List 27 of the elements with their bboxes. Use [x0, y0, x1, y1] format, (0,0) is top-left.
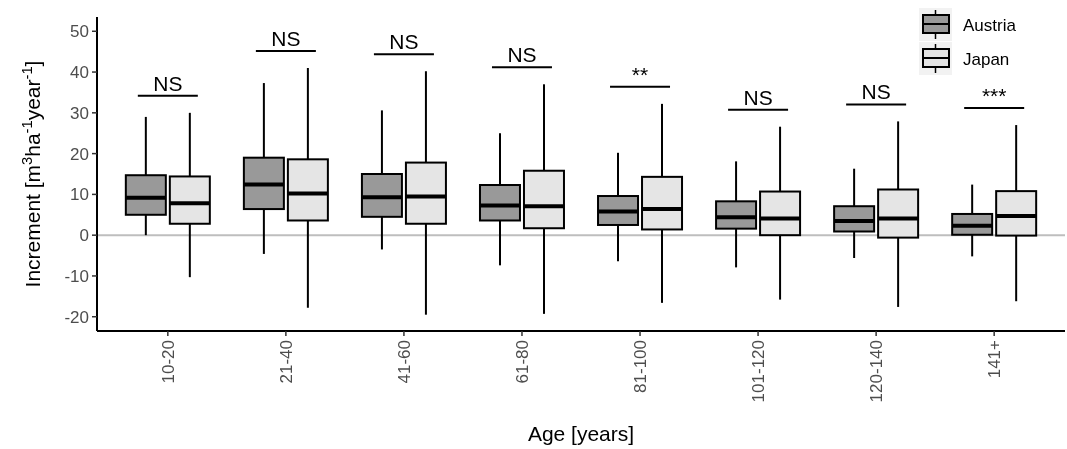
y-tick-label: -20: [64, 307, 89, 327]
x-tick-label: 61-80: [512, 340, 532, 384]
annotation: ***: [981, 84, 1007, 108]
y-tick-label: 50: [70, 22, 89, 42]
y-tick-label: 0: [79, 226, 89, 246]
annotation: NS: [861, 80, 891, 104]
annotation: NS: [153, 71, 183, 95]
legend-label: Japan: [963, 49, 1010, 69]
y-tick-label: -10: [64, 266, 89, 286]
legend-label: Austria: [963, 15, 1017, 35]
y-tick-label: 20: [70, 144, 89, 164]
y-tick-label: 30: [70, 103, 89, 123]
y-tick-label: 10: [70, 185, 89, 205]
x-tick-label: 141+: [985, 339, 1005, 379]
x-tick-label: 21-40: [276, 340, 296, 384]
x-tick-label: 10-20: [158, 340, 178, 384]
x-tick-label: 81-100: [630, 340, 650, 393]
y-tick-label: 40: [70, 63, 89, 82]
x-tick-label: 101-120: [749, 340, 769, 403]
x-tick-label: 41-60: [394, 340, 414, 384]
annotation: NS: [743, 85, 773, 109]
x-tick-label: 120-140: [867, 340, 887, 403]
annotation: **: [631, 62, 649, 86]
annotation: NS: [389, 30, 419, 54]
annotation: NS: [271, 26, 301, 50]
annotation: NS: [507, 43, 537, 67]
x-axis-title: Age [years]: [527, 422, 635, 445]
